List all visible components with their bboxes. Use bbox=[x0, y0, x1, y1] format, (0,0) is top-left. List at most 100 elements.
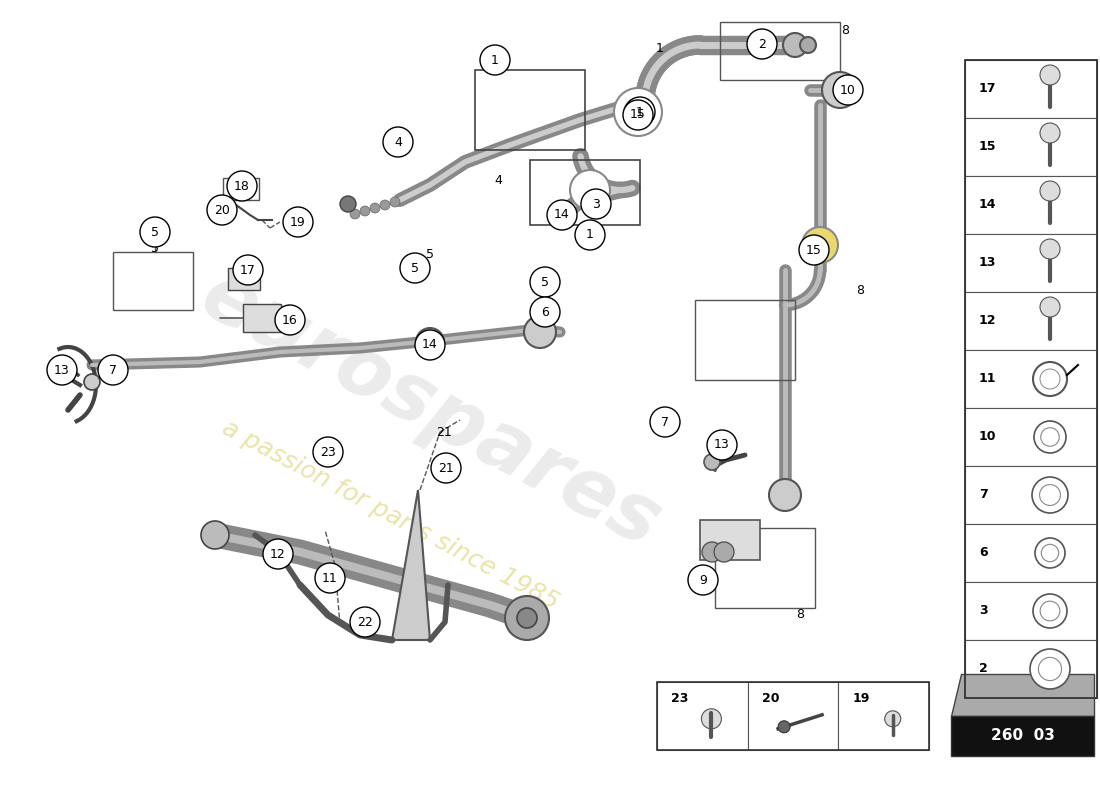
Text: eurospares: eurospares bbox=[187, 256, 673, 564]
Circle shape bbox=[263, 539, 293, 569]
Circle shape bbox=[233, 255, 263, 285]
Text: 14: 14 bbox=[422, 338, 438, 351]
Polygon shape bbox=[392, 490, 430, 640]
Text: 4: 4 bbox=[494, 174, 502, 186]
Circle shape bbox=[581, 189, 611, 219]
Text: 13: 13 bbox=[54, 363, 70, 377]
Text: 21: 21 bbox=[436, 426, 452, 438]
Circle shape bbox=[747, 29, 777, 59]
Circle shape bbox=[1040, 485, 1060, 506]
Text: 5: 5 bbox=[151, 226, 160, 238]
Circle shape bbox=[1033, 594, 1067, 628]
Circle shape bbox=[201, 521, 229, 549]
Text: 14: 14 bbox=[554, 209, 570, 222]
Circle shape bbox=[614, 88, 662, 136]
Circle shape bbox=[1042, 544, 1058, 562]
Text: 13: 13 bbox=[714, 438, 730, 451]
Text: 260  03: 260 03 bbox=[991, 729, 1055, 743]
Text: 12: 12 bbox=[979, 314, 997, 327]
Circle shape bbox=[1040, 239, 1060, 259]
FancyBboxPatch shape bbox=[965, 466, 1097, 524]
FancyBboxPatch shape bbox=[965, 524, 1097, 582]
Text: 6: 6 bbox=[979, 546, 988, 559]
Text: 11: 11 bbox=[979, 373, 997, 386]
Circle shape bbox=[517, 608, 537, 628]
Circle shape bbox=[1040, 369, 1060, 389]
Circle shape bbox=[98, 355, 128, 385]
Text: 10: 10 bbox=[979, 430, 997, 443]
Circle shape bbox=[314, 437, 343, 467]
FancyBboxPatch shape bbox=[965, 292, 1097, 350]
Circle shape bbox=[1030, 649, 1070, 689]
Circle shape bbox=[275, 305, 305, 335]
Circle shape bbox=[1040, 181, 1060, 201]
Circle shape bbox=[702, 542, 722, 562]
Circle shape bbox=[623, 100, 653, 130]
Circle shape bbox=[47, 355, 77, 385]
Text: 5: 5 bbox=[541, 275, 549, 289]
Circle shape bbox=[884, 710, 901, 726]
Circle shape bbox=[1032, 477, 1068, 513]
FancyBboxPatch shape bbox=[243, 304, 280, 332]
Circle shape bbox=[360, 206, 370, 216]
Text: 21: 21 bbox=[438, 462, 454, 474]
Text: 7: 7 bbox=[661, 415, 669, 429]
Circle shape bbox=[570, 170, 611, 210]
Text: 19: 19 bbox=[852, 693, 870, 706]
Circle shape bbox=[769, 479, 801, 511]
Circle shape bbox=[400, 253, 430, 283]
Text: 22: 22 bbox=[358, 615, 373, 629]
FancyBboxPatch shape bbox=[748, 682, 838, 750]
Circle shape bbox=[530, 267, 560, 297]
FancyBboxPatch shape bbox=[965, 60, 1097, 118]
Circle shape bbox=[802, 227, 838, 263]
Circle shape bbox=[1033, 362, 1067, 396]
Circle shape bbox=[625, 97, 654, 127]
Text: 17: 17 bbox=[240, 263, 256, 277]
FancyBboxPatch shape bbox=[657, 682, 748, 750]
Text: 6: 6 bbox=[541, 306, 549, 318]
Text: 23: 23 bbox=[320, 446, 336, 458]
Circle shape bbox=[704, 454, 720, 470]
Circle shape bbox=[505, 596, 549, 640]
Circle shape bbox=[315, 563, 345, 593]
Text: 20: 20 bbox=[761, 693, 779, 706]
Text: 4: 4 bbox=[394, 135, 402, 149]
Text: 17: 17 bbox=[979, 82, 997, 95]
Text: 20: 20 bbox=[214, 203, 230, 217]
Circle shape bbox=[530, 297, 560, 327]
Circle shape bbox=[624, 98, 652, 126]
Circle shape bbox=[340, 196, 356, 212]
Circle shape bbox=[1035, 538, 1065, 568]
Circle shape bbox=[800, 37, 816, 53]
Text: 11: 11 bbox=[322, 571, 338, 585]
Circle shape bbox=[799, 235, 829, 265]
Circle shape bbox=[822, 72, 858, 108]
FancyBboxPatch shape bbox=[965, 408, 1097, 466]
Circle shape bbox=[524, 316, 556, 348]
Text: 3: 3 bbox=[592, 198, 600, 210]
Text: 7: 7 bbox=[979, 489, 988, 502]
Circle shape bbox=[379, 200, 390, 210]
Text: 10: 10 bbox=[840, 83, 856, 97]
Text: 12: 12 bbox=[271, 547, 286, 561]
Text: 9: 9 bbox=[700, 574, 707, 586]
Text: 3: 3 bbox=[979, 605, 988, 618]
Circle shape bbox=[1040, 65, 1060, 85]
FancyBboxPatch shape bbox=[965, 582, 1097, 640]
Circle shape bbox=[714, 542, 734, 562]
Circle shape bbox=[207, 195, 236, 225]
Text: 8: 8 bbox=[842, 23, 849, 37]
FancyBboxPatch shape bbox=[700, 520, 760, 560]
Text: a passion for parts since 1985: a passion for parts since 1985 bbox=[218, 416, 562, 614]
Text: 23: 23 bbox=[671, 693, 689, 706]
Text: 7: 7 bbox=[109, 363, 117, 377]
FancyBboxPatch shape bbox=[838, 682, 930, 750]
Circle shape bbox=[1040, 297, 1060, 317]
Circle shape bbox=[84, 374, 100, 390]
Circle shape bbox=[350, 607, 380, 637]
Circle shape bbox=[1034, 421, 1066, 453]
Circle shape bbox=[416, 328, 444, 356]
FancyBboxPatch shape bbox=[228, 268, 260, 290]
Text: 16: 16 bbox=[282, 314, 298, 326]
